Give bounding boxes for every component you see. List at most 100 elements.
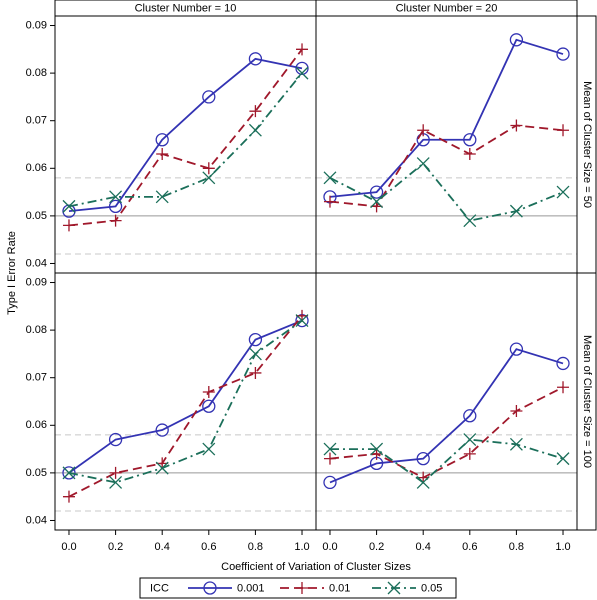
series-line [329,348,564,484]
y-axis-title: Type I Error Rate [6,231,18,315]
panel-frame [315,15,578,274]
marker [557,381,570,394]
y-tick-label: 0.09 [26,19,47,31]
series-line [329,124,564,208]
y-tick-label: 0.06 [26,419,47,431]
marker [370,195,384,209]
marker [323,171,337,185]
marker [249,105,262,118]
marker [62,199,76,213]
legend-label: 0.05 [421,582,442,594]
x-tick-label: 1.0 [294,541,309,553]
y-tick-label: 0.09 [26,276,47,288]
panel-frame [54,15,317,274]
x-tick-label: 0.2 [108,541,123,553]
series-line [329,162,564,222]
series-line [68,319,303,474]
column-header-label: Cluster Number = 10 [135,2,237,14]
marker [323,195,336,208]
x-tick-label: 0.8 [509,541,524,553]
marker [155,461,169,475]
marker [62,466,76,480]
marker [416,157,430,170]
x-tick-label: 0.6 [462,541,477,553]
marker [556,356,570,371]
marker [202,171,216,185]
row-header-label: Mean of Cluster Size = 50 [581,81,593,208]
marker [62,219,75,232]
marker [155,133,169,147]
marker [556,452,570,466]
series-line [329,438,564,484]
series-line [68,319,303,484]
marker [463,133,477,147]
panel-frame [54,272,317,531]
marker [155,190,169,204]
row-header-label: Mean of Cluster Size = 100 [581,335,593,468]
marker [202,162,215,175]
marker [557,124,570,137]
marker [109,475,123,489]
marker [463,214,477,228]
marker [295,61,309,76]
marker [156,148,169,161]
marker [556,185,570,199]
marker [249,366,262,379]
marker [369,185,384,199]
marker [109,466,122,479]
marker [203,581,217,595]
series-line [68,48,303,227]
y-tick-label: 0.07 [26,372,47,384]
x-tick-label: 0.2 [369,541,384,553]
marker [416,475,430,489]
marker [248,52,263,66]
marker [62,466,76,480]
x-tick-label: 0.4 [416,541,431,553]
series-line [68,72,303,208]
marker [510,405,523,418]
series-line [329,38,564,198]
y-tick-label: 0.04 [26,514,47,526]
y-tick-label: 0.06 [26,162,47,174]
marker [509,342,524,356]
x-axis-title: Coefficient of Variation of Cluster Size… [221,561,411,573]
marker [416,451,430,466]
marker [556,47,570,61]
marker [509,33,524,47]
marker [296,582,308,594]
x-tick-label: 0.0 [61,541,76,553]
x-tick-label: 0.4 [155,541,170,553]
marker [323,475,337,490]
marker [463,148,476,161]
marker [509,437,523,451]
marker [202,385,215,398]
x-tick-label: 0.6 [201,541,216,553]
marker [323,452,336,465]
marker [248,123,262,137]
x-tick-label: 0.8 [248,541,263,553]
marker [463,409,477,423]
marker [62,204,76,218]
y-tick-label: 0.08 [26,324,47,336]
marker [509,204,523,218]
y-tick-label: 0.05 [26,210,47,222]
x-tick-label: 1.0 [555,541,570,553]
y-tick-label: 0.07 [26,115,47,127]
marker [62,490,75,503]
panel-frame [315,272,578,531]
marker [202,90,216,104]
marker [463,447,476,460]
marker [202,399,216,413]
marker [295,314,309,328]
marker [248,332,263,347]
x-tick-label: 0.0 [322,541,337,553]
marker [323,442,337,456]
legend-title: ICC [150,582,169,594]
marker [295,66,309,80]
marker [510,119,523,132]
marker [108,199,123,214]
marker [155,423,169,437]
y-tick-label: 0.05 [26,467,47,479]
